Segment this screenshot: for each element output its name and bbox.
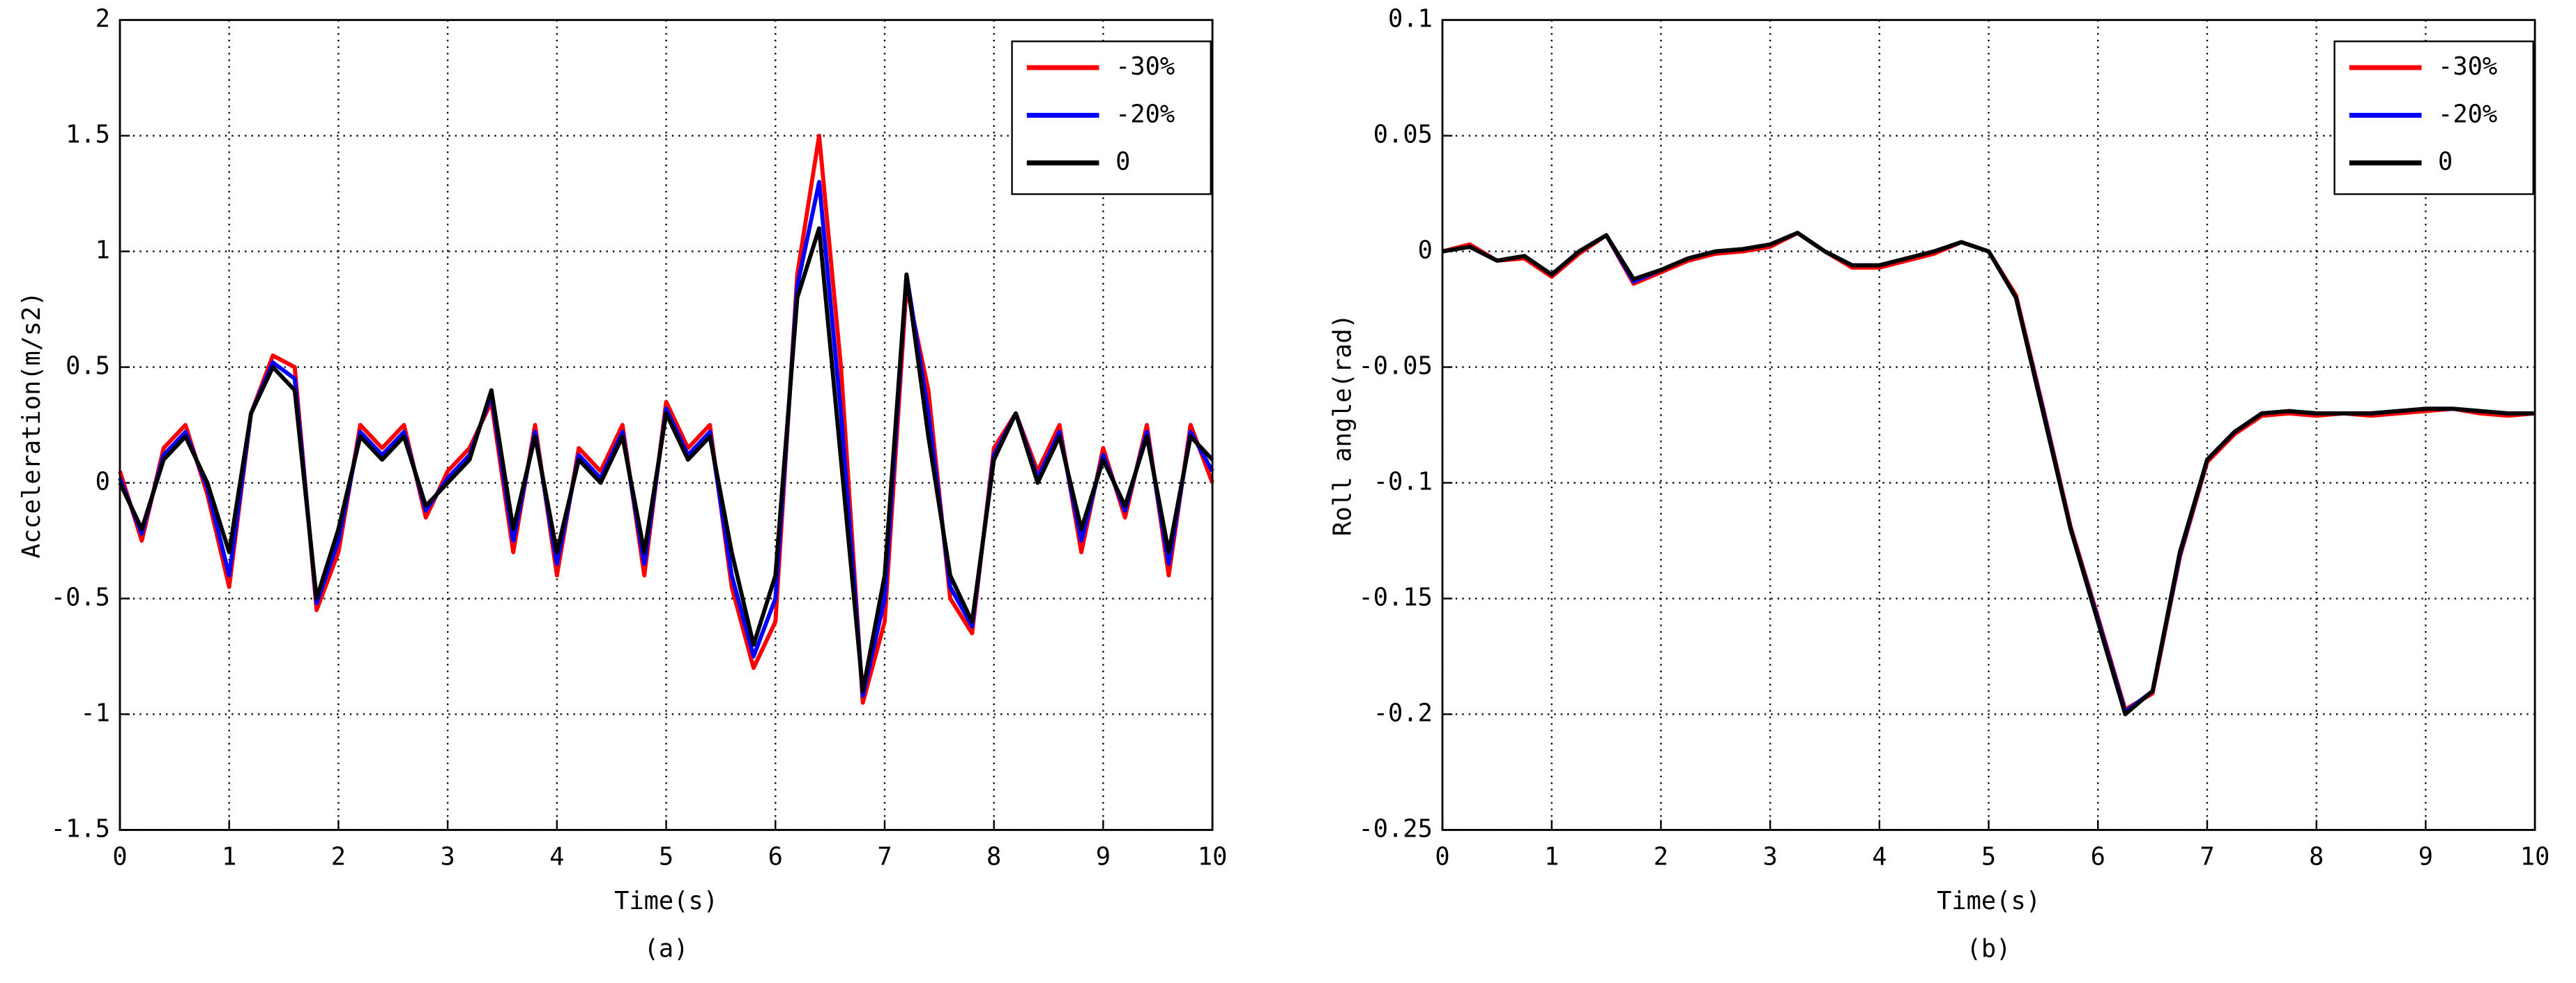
chart: 0 1 2 3 4 5 6 7 8 9 10 -0.25 -0.2 -0.15 -0.1 -0.05 0 0.05…: [1329, 5, 2550, 963]
y-tick-label: -0.15: [1359, 584, 1433, 612]
legend: -30% -20% 0: [2333, 40, 2534, 195]
y-tick-label: 0.05: [1373, 121, 1433, 149]
x-tick-label: 10: [1198, 843, 1228, 871]
chart: 0 1 2 3 4 5 6 7 8 9 10 -1.5 -1 -0.5 0 0.5 1 1.5 2 Time(s) (a…: [17, 5, 1227, 963]
x-tick-label: 4: [549, 843, 564, 871]
x-tick-label: 3: [441, 843, 455, 871]
x-tick-label: 6: [768, 843, 783, 871]
plot-frame: [119, 19, 1214, 831]
x-tick-label: 9: [1096, 843, 1111, 871]
y-tick-label: 1.5: [66, 121, 110, 149]
legend: -30% -20% 0: [1011, 40, 1212, 195]
legend-label: -20%: [1115, 100, 1175, 128]
y-tick-label: 2: [96, 5, 110, 33]
legend-label: 0: [1115, 148, 1130, 176]
legend-label: -30%: [2438, 52, 2497, 81]
series-line: [118, 226, 1214, 694]
x-tick-label: 2: [331, 843, 346, 871]
y-tick-label: 0: [1418, 236, 1433, 265]
x-tick-label: 5: [1981, 843, 1996, 871]
x-tick-label: 2: [1654, 843, 1668, 871]
y-tick-label: -0.05: [1359, 352, 1433, 381]
x-tick-label: 1: [1544, 843, 1559, 871]
y-axis-label: Acceleration(m/s2): [17, 291, 46, 558]
x-tick-label: 9: [2418, 843, 2433, 871]
caption: (b): [1967, 934, 2011, 963]
y-tick-label: 0.5: [66, 352, 110, 381]
x-axis-label: Time(s): [614, 887, 718, 915]
y-tick-label: 1: [96, 236, 110, 265]
x-tick-label: 1: [222, 843, 236, 871]
plot-frame: [1441, 19, 2536, 831]
x-tick-label: 3: [1762, 843, 1777, 871]
x-tick-label: 5: [659, 843, 673, 871]
x-tick-label: 4: [1872, 843, 1887, 871]
x-tick-label: 0: [112, 843, 127, 871]
legend-label: -30%: [1115, 52, 1175, 81]
y-tick-label: -1.5: [51, 814, 110, 843]
series-line: [1442, 231, 2536, 717]
y-axis-label: Roll angle(rad): [1329, 314, 1357, 536]
x-tick-label: 7: [2200, 843, 2214, 871]
x-tick-label: 8: [2309, 843, 2324, 871]
y-tick-label: -0.2: [1373, 699, 1433, 727]
y-tick-label: -0.1: [1373, 468, 1433, 496]
x-tick-label: 6: [2091, 843, 2105, 871]
x-axis-label: Time(s): [1937, 887, 2041, 915]
y-tick-label: 0: [96, 468, 110, 496]
x-tick-label: 10: [2520, 843, 2550, 871]
legend-label: 0: [2438, 148, 2453, 176]
legend-label: -20%: [2438, 100, 2497, 128]
y-tick-label: -1: [80, 699, 110, 727]
x-tick-label: 7: [877, 843, 892, 871]
caption: (a): [644, 934, 689, 963]
y-tick-label: 0.1: [1388, 5, 1433, 33]
y-tick-label: -0.25: [1359, 814, 1433, 843]
x-tick-label: 0: [1435, 843, 1449, 871]
x-tick-label: 8: [986, 843, 1001, 871]
y-tick-label: -0.5: [51, 584, 110, 612]
